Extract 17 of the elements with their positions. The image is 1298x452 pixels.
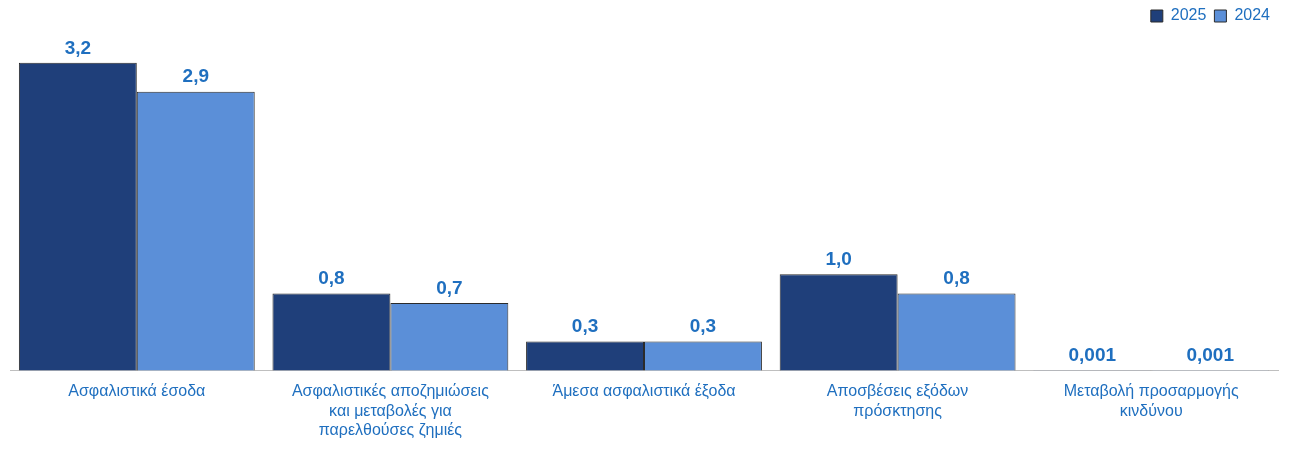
x-tick-label: Ασφαλιστικές αποζημιώσεις και μεταβολές για παρελθούσες ζημιές xyxy=(291,382,490,439)
data-label: 0,7 xyxy=(436,276,463,298)
data-label: 0,001 xyxy=(1186,344,1235,366)
legend-label: 2025 xyxy=(1170,6,1207,24)
data-label: 0,001 xyxy=(1068,344,1117,366)
data-label: 0,8 xyxy=(318,267,345,289)
data-label: 1,0 xyxy=(825,248,852,270)
x-tick-label: Άμεσα ασφαλιστικά έξοδα xyxy=(552,382,736,401)
data-label: 3,2 xyxy=(64,36,92,58)
legend-label: 2024 xyxy=(1234,6,1271,24)
x-tick-label: Μεταβολή προσαρμογής κινδύνου xyxy=(1063,382,1239,419)
x-tick-label: Αποσβέσεις εξόδων πρόσκτησης xyxy=(826,382,969,419)
data-label: 0,3 xyxy=(689,315,717,337)
data-label: 0,8 xyxy=(943,267,970,289)
data-label: 2,9 xyxy=(182,65,209,87)
data-label: 0,3 xyxy=(571,315,599,337)
x-tick-label: Ασφαλιστικά έσοδα xyxy=(68,382,206,400)
